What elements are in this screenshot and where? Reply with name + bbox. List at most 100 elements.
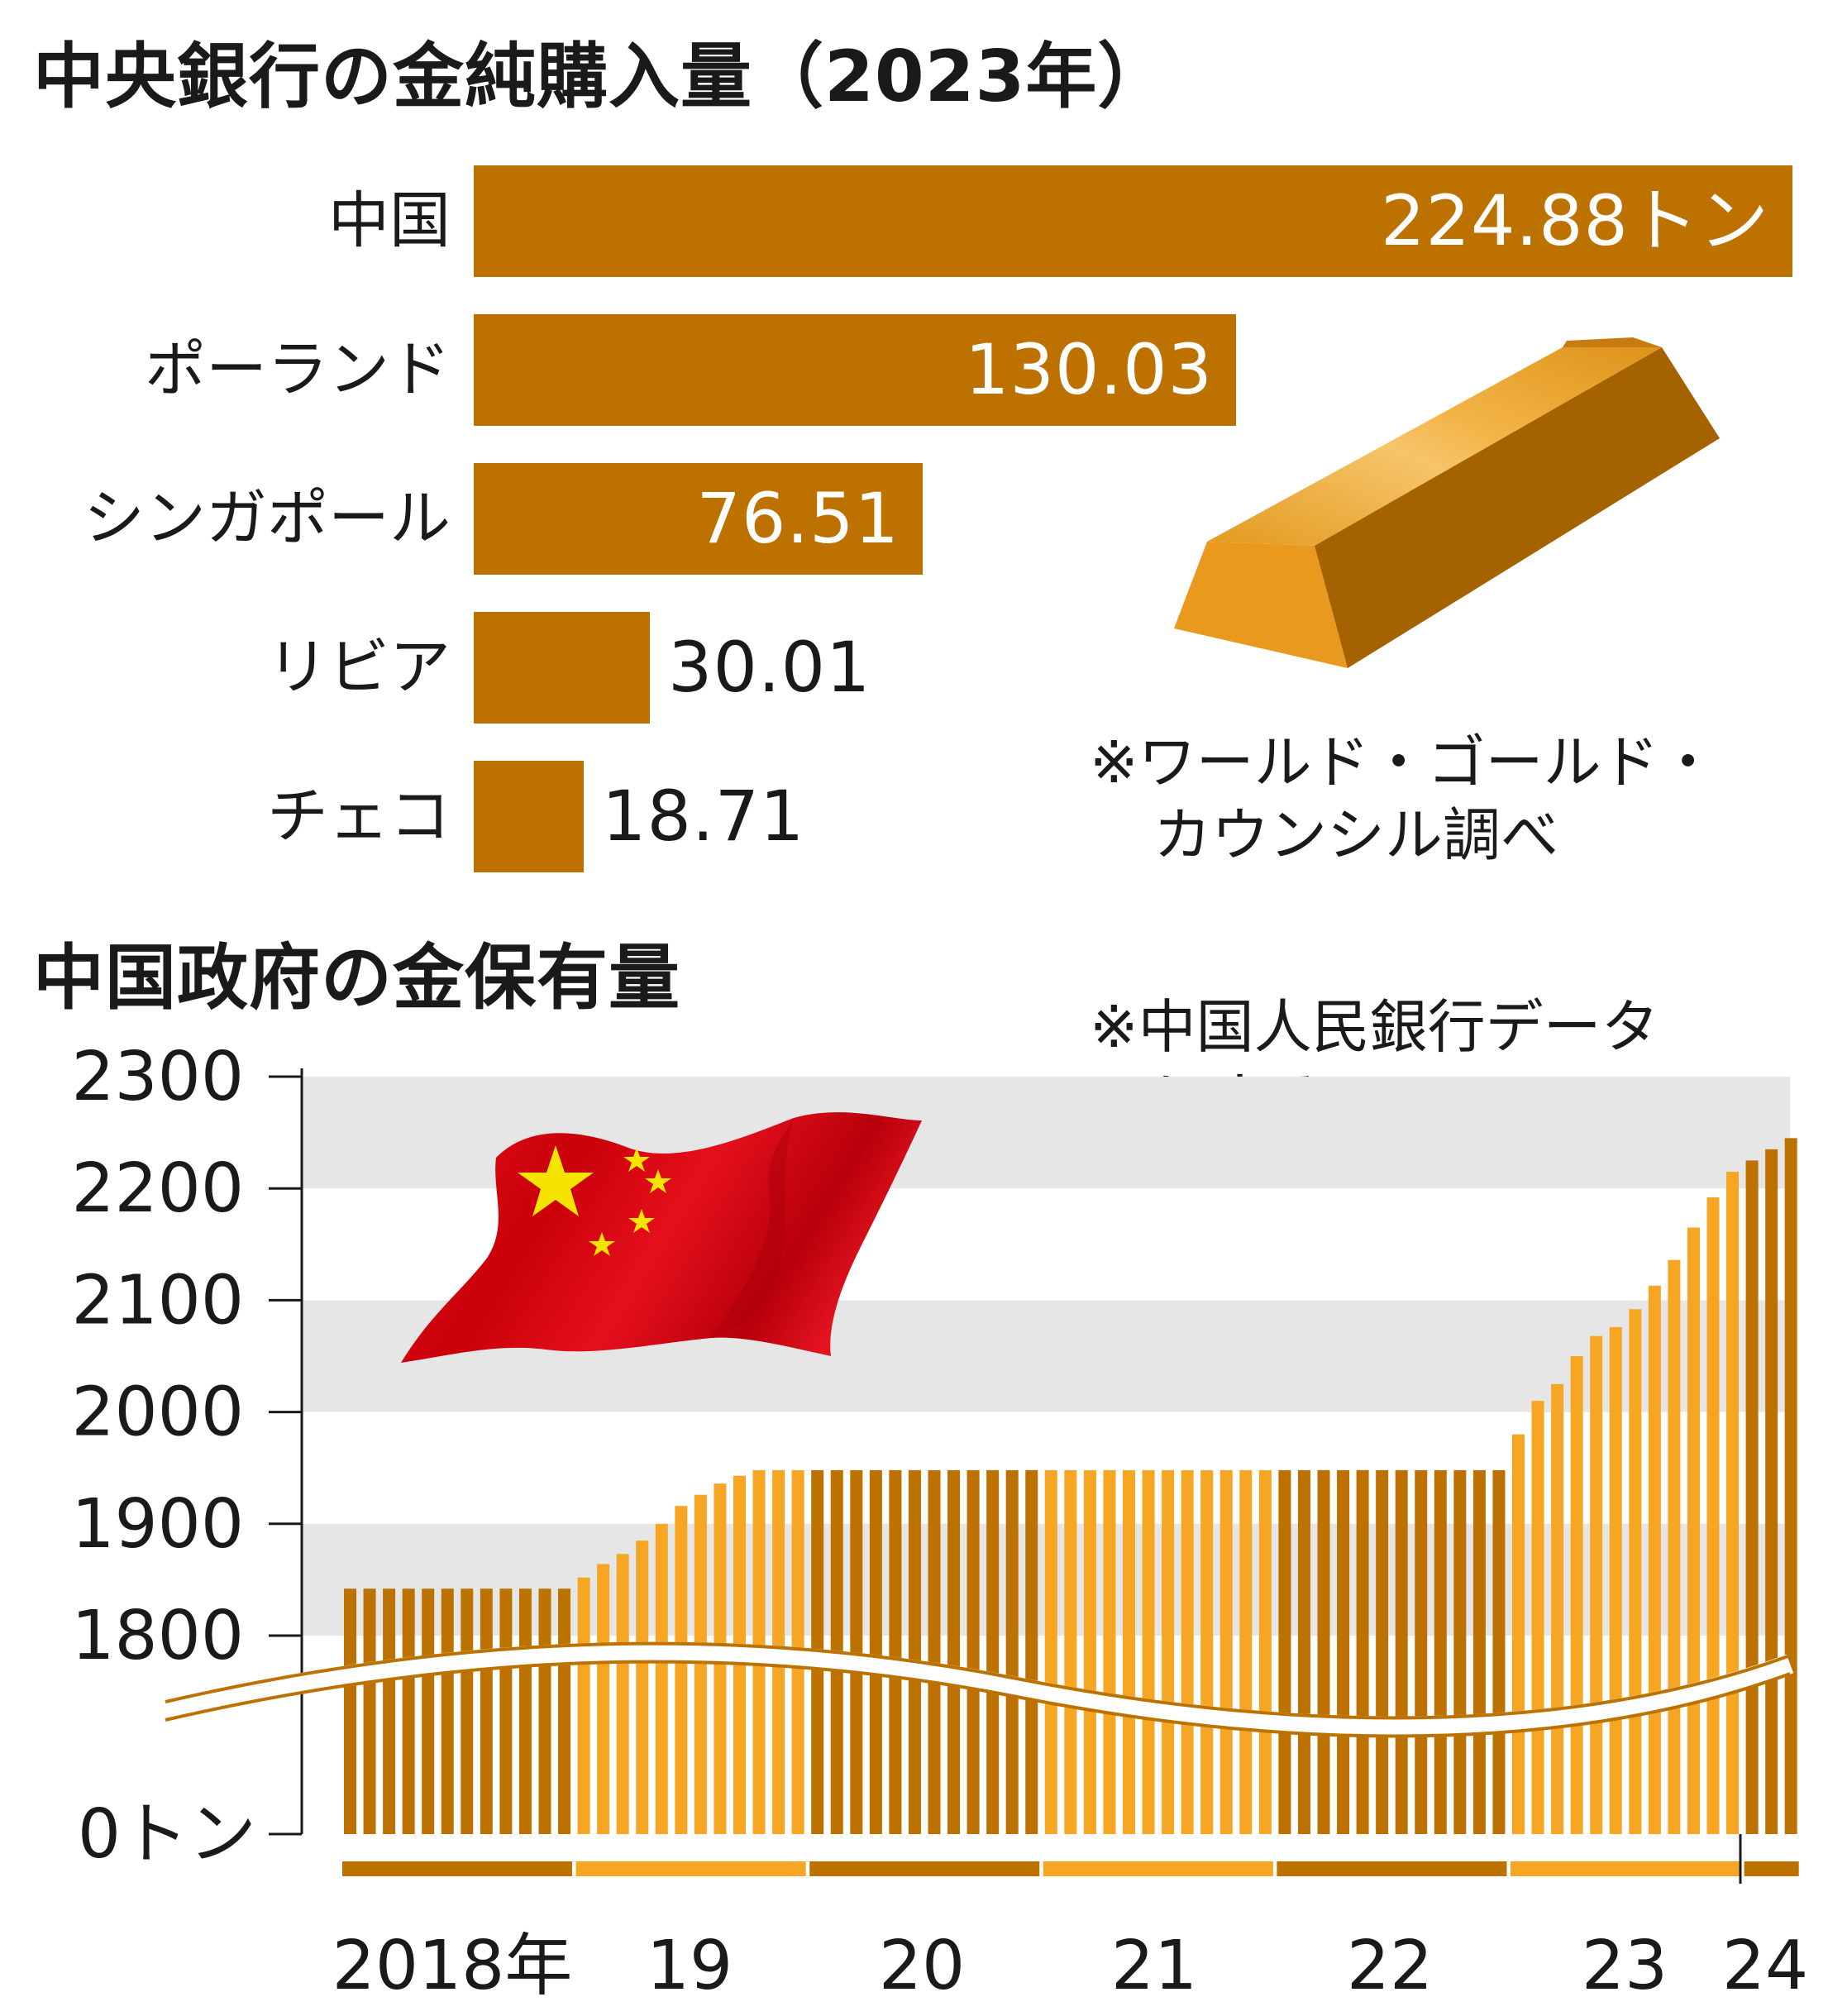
holding-bar <box>1356 1469 1369 1834</box>
year-segment <box>1043 1861 1273 1876</box>
holding-bar <box>597 1564 610 1834</box>
holding-bar <box>1200 1469 1214 1834</box>
holding-bar <box>1784 1138 1797 1834</box>
holding-bar <box>1590 1335 1603 1834</box>
holding-bar <box>967 1469 980 1834</box>
holding-bar <box>402 1588 415 1834</box>
top-note-line2: カウンシル調べ <box>1153 801 1558 869</box>
holding-bar <box>1726 1171 1740 1834</box>
top-chart-title: 中央銀行の金純購入量（2023年） <box>33 36 1170 118</box>
holding-bar <box>675 1506 688 1834</box>
holding-bar <box>616 1554 629 1834</box>
value-label: 18.71 <box>602 776 805 857</box>
year-label: 22 <box>1347 1927 1433 2005</box>
holding-bar <box>344 1588 356 1834</box>
holding-bar <box>1472 1469 1486 1834</box>
value-label: 76.51 <box>696 478 900 559</box>
purchase-bar <box>474 612 650 724</box>
holding-bar <box>1005 1469 1019 1834</box>
purchase-bar <box>474 463 923 575</box>
purchase-bar <box>474 314 1236 426</box>
holding-bar <box>1570 1356 1583 1834</box>
value-label: 224.88トン <box>1381 180 1769 261</box>
holding-bar <box>1297 1469 1310 1834</box>
holding-bar <box>1453 1469 1467 1834</box>
holding-bar <box>1181 1469 1194 1834</box>
axis-break-line <box>165 1660 1791 1738</box>
holding-bar <box>1765 1149 1778 1834</box>
year-segment <box>809 1861 1040 1876</box>
category-label: チェコ <box>267 781 451 852</box>
holding-bar <box>1162 1469 1175 1834</box>
purchase-bar <box>474 165 1792 277</box>
holding-bar <box>850 1469 863 1834</box>
year-label: 19 <box>647 1927 733 2005</box>
y-tick-label: 1900 <box>71 1485 244 1564</box>
holding-bar <box>1337 1469 1350 1834</box>
year-label: 20 <box>879 1927 965 2005</box>
holding-bar <box>422 1588 435 1834</box>
holding-bar <box>694 1494 707 1834</box>
holding-bar <box>1142 1469 1155 1834</box>
holding-bar <box>1629 1309 1642 1834</box>
axis-break-gap <box>163 1641 1794 1737</box>
year-label: 2018年 <box>332 1927 573 2005</box>
y-tick-label: 2300 <box>71 1038 244 1116</box>
holding-bar <box>1317 1469 1330 1834</box>
category-label: ポーランド <box>145 334 451 405</box>
holding-bar <box>1687 1227 1700 1834</box>
holding-bar <box>1103 1469 1116 1834</box>
holding-bar <box>636 1541 649 1834</box>
y-tick-label: 0トン <box>78 1795 256 1874</box>
year-segment <box>575 1861 806 1876</box>
holding-bar <box>947 1469 961 1834</box>
holding-bar <box>1609 1326 1622 1834</box>
holding-bar <box>461 1588 474 1834</box>
holding-bar <box>1668 1259 1681 1834</box>
year-segment <box>1744 1861 1799 1876</box>
holding-bar <box>869 1469 882 1834</box>
holding-bar <box>1278 1469 1291 1834</box>
bottom-note-line1: ※中国人民銀行データ <box>1090 993 1659 1061</box>
category-label: 中国 <box>328 185 451 256</box>
category-label: シンガポール <box>84 483 451 554</box>
bottom-chart-title: 中国政府の金保有量 <box>33 937 680 1020</box>
year-segment <box>342 1861 573 1876</box>
category-label: リビア <box>267 632 451 703</box>
holding-bar <box>480 1588 493 1834</box>
holding-bar <box>986 1469 1000 1834</box>
holding-bar <box>1219 1469 1233 1834</box>
holding-bar <box>499 1588 513 1834</box>
holding-bar <box>1239 1469 1253 1834</box>
holding-bar <box>558 1588 571 1834</box>
holding-bar <box>1531 1401 1544 1834</box>
holding-bar <box>1258 1469 1272 1834</box>
holding-bar <box>1123 1469 1135 1834</box>
holding-bar <box>383 1588 396 1834</box>
year-label: 21 <box>1111 1927 1197 2005</box>
year-segment <box>1277 1861 1507 1876</box>
holding-bar <box>1434 1469 1447 1834</box>
y-tick-label: 2200 <box>71 1149 244 1228</box>
year-segment <box>1511 1861 1741 1876</box>
grid-band <box>302 1300 1790 1412</box>
y-tick-label: 2100 <box>71 1261 244 1340</box>
holding-bar <box>577 1577 590 1834</box>
holding-bar <box>441 1588 454 1834</box>
value-label: 130.03 <box>965 329 1213 410</box>
year-label: 24 <box>1722 1927 1808 2005</box>
holding-bar <box>1083 1469 1096 1834</box>
year-label: 23 <box>1582 1927 1668 2005</box>
y-tick-label: 1800 <box>71 1597 244 1675</box>
holding-bar <box>1492 1469 1506 1834</box>
grid-band <box>302 1077 1790 1189</box>
holding-bar <box>1415 1469 1428 1834</box>
holding-bar <box>889 1469 902 1834</box>
holding-bar <box>1395 1469 1408 1834</box>
axis-break-line <box>165 1641 1791 1720</box>
holding-bar <box>1745 1160 1759 1834</box>
holding-bar <box>1044 1469 1057 1834</box>
holding-bar <box>518 1588 532 1834</box>
top-note-line1: ※ワールド・ゴールド・ <box>1090 729 1717 796</box>
